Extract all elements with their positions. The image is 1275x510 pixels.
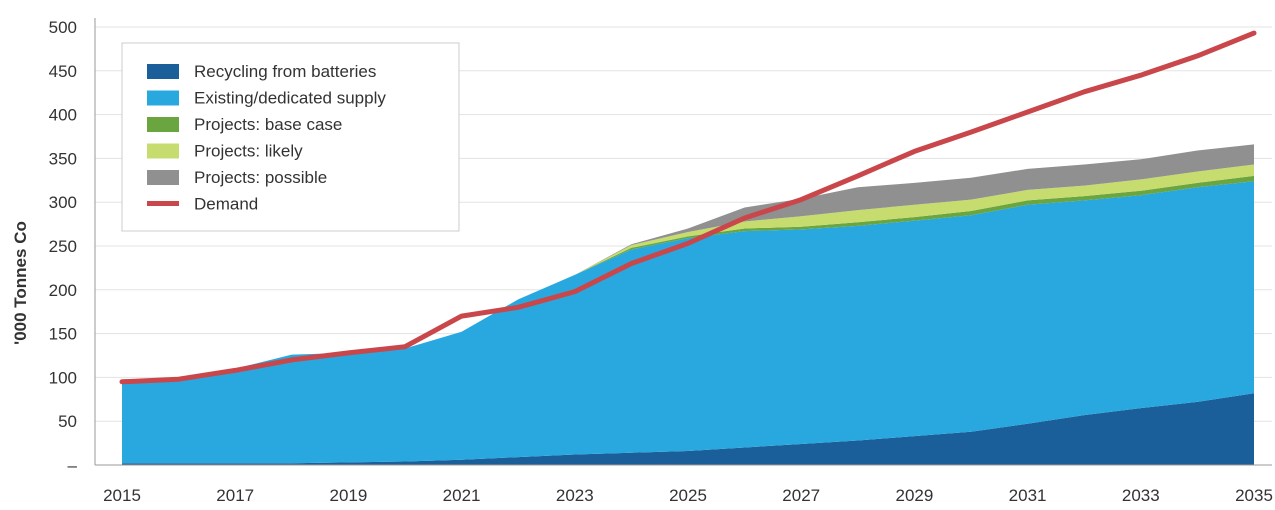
legend-swatch xyxy=(147,143,179,159)
x-tick-label: 2035 xyxy=(1235,486,1273,505)
x-tick-label: 2021 xyxy=(443,486,481,505)
x-tick-label: 2015 xyxy=(103,486,141,505)
legend: Recycling from batteries Existing/dedicat… xyxy=(121,42,460,232)
y-tick-label: 400 xyxy=(49,106,77,125)
y-tick-label: 250 xyxy=(49,237,77,256)
line-demand xyxy=(119,30,1257,385)
legend-label: Demand xyxy=(194,195,258,214)
y-tick-label: – xyxy=(68,456,78,475)
legend-label: Projects: base case xyxy=(194,115,342,134)
area-recycling-from-batteries xyxy=(122,393,1254,465)
y-tick-label: 100 xyxy=(49,368,77,387)
area-projects-likely xyxy=(122,164,1254,381)
x-tick-label: 2027 xyxy=(782,486,820,505)
x-tick-label: 2017 xyxy=(216,486,254,505)
x-tick-label: 2025 xyxy=(669,486,707,505)
legend-label: Existing/dedicated supply xyxy=(194,89,386,108)
area-series xyxy=(122,144,1254,465)
x-tick-label: 2019 xyxy=(329,486,367,505)
y-tick-label: 50 xyxy=(58,412,77,431)
y-tick-label: 150 xyxy=(49,325,77,344)
y-tick-label: 500 xyxy=(49,18,77,37)
y-tick-label: 300 xyxy=(49,193,77,212)
legend-label: Recycling from batteries xyxy=(194,62,376,81)
legend-swatch xyxy=(147,64,179,79)
y-tick-label: 200 xyxy=(49,281,77,300)
legend-label: Projects: possible xyxy=(194,168,327,187)
x-tick-label: 2033 xyxy=(1122,486,1160,505)
axes: – 50 100 150 200 250 300 350 400 450 500 2015 2017 20… xyxy=(49,18,1273,505)
area-existing-dedicated-supply xyxy=(122,181,1254,464)
area-projects-possible xyxy=(122,144,1254,381)
line-series xyxy=(119,30,1257,385)
x-tick-label: 2029 xyxy=(895,486,933,505)
x-tick-label: 2023 xyxy=(556,486,594,505)
legend-swatch xyxy=(147,90,179,106)
y-tick-label: 350 xyxy=(49,149,77,168)
legend-swatch xyxy=(147,170,179,185)
legend-label: Projects: likely xyxy=(194,142,303,161)
x-tick-label: 2031 xyxy=(1009,486,1047,505)
legend-swatch xyxy=(147,117,179,132)
y-tick-label: 450 xyxy=(49,62,77,81)
y-axis-label: '000 Tonnes Co xyxy=(11,221,30,345)
